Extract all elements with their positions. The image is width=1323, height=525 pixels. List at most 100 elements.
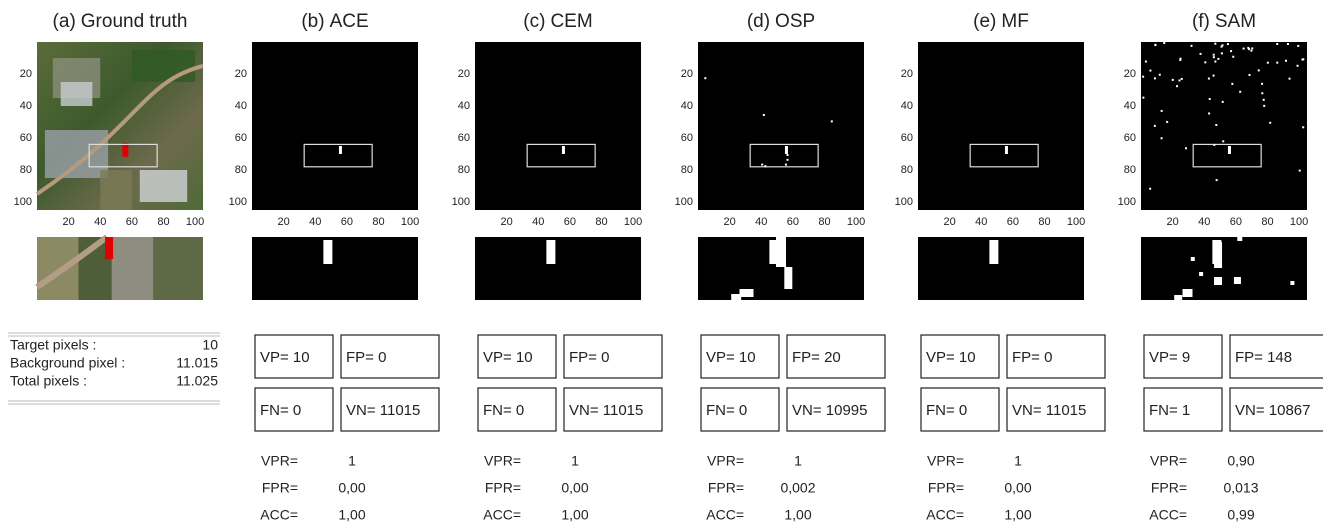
stat-label: Total pixels :: [10, 373, 87, 389]
matrix-value: FP= 0: [1012, 349, 1052, 366]
y-tick-label: 40: [901, 100, 913, 112]
x-tick-label: 80: [157, 216, 169, 228]
matrix-value: FN= 0: [483, 402, 524, 419]
y-tick-label: 20: [1124, 68, 1136, 80]
panel: (e)MF2040608010020406080100VP= 10FP= 0FN…: [895, 11, 1105, 523]
false-detection: [1208, 78, 1210, 80]
false-detection: [761, 164, 763, 166]
metric-name: ACC=: [1149, 507, 1187, 523]
metric-name: ACC=: [260, 507, 298, 523]
panel-name: CEM: [550, 11, 592, 32]
zoom-detection: [784, 267, 792, 289]
x-tick-label: 40: [532, 216, 544, 228]
panel: (f)SAM2040608010020406080100VP= 9FP= 148…: [1118, 11, 1323, 523]
panel-title: (d)OSP: [747, 11, 815, 32]
y-tick-label: 80: [681, 164, 693, 176]
x-tick-label: 100: [186, 216, 204, 228]
false-detection: [1149, 70, 1151, 72]
y-tick-label: 60: [235, 132, 247, 144]
metric-name: FPR=: [928, 480, 964, 496]
y-tick-label: 100: [452, 196, 470, 208]
matrix-value: VN= 10995: [792, 402, 867, 419]
land-patch: [132, 50, 195, 82]
false-detection: [1302, 58, 1304, 60]
false-detection: [1297, 45, 1299, 47]
false-detection: [1221, 46, 1223, 48]
y-tick-label: 80: [20, 164, 32, 176]
zoom-image: [918, 237, 1084, 300]
panel-name: Ground truth: [81, 11, 188, 32]
y-tick-label: 40: [458, 100, 470, 112]
figure: (a)Ground truth2040608010020406080100(b)…: [0, 0, 1323, 525]
y-tick-label: 60: [1124, 132, 1136, 144]
zoom-patch: [153, 237, 203, 300]
false-detection: [1249, 74, 1251, 76]
x-tick-label: 20: [500, 216, 512, 228]
false-detection: [1209, 98, 1211, 100]
false-detection: [1213, 75, 1215, 77]
metric-value: 1: [348, 453, 356, 469]
matrix-value: VN= 11015: [1012, 402, 1086, 419]
false-detection: [1261, 83, 1263, 85]
false-detection: [1213, 56, 1215, 58]
stat-value: 11.025: [176, 373, 218, 389]
stat-value: 10: [202, 337, 218, 353]
false-detection: [1221, 52, 1223, 54]
zoom-detection: [776, 237, 786, 267]
panel-title: (c)CEM: [523, 11, 592, 32]
false-detection: [1297, 65, 1299, 67]
page: (a)Ground truth2040608010020406080100(b)…: [0, 0, 1323, 525]
false-detection: [1267, 62, 1269, 64]
false-detection: [1217, 58, 1219, 60]
stat-label: Background pixel :: [10, 355, 125, 371]
metric-value: 1,00: [784, 507, 811, 523]
detected-target: [562, 146, 565, 154]
land-patch: [140, 170, 187, 202]
false-detection: [1243, 48, 1245, 50]
y-tick-label: 60: [20, 132, 32, 144]
detection-image: [475, 42, 641, 210]
false-detection: [1181, 78, 1183, 80]
false-detection: [1289, 78, 1291, 80]
zoom-target: [323, 240, 332, 264]
false-detection: [1302, 126, 1304, 128]
panel-label: (d): [747, 11, 770, 32]
metric-name: FPR=: [708, 480, 744, 496]
panel-title: (f)SAM: [1192, 11, 1256, 32]
metric-name: FPR=: [1151, 480, 1187, 496]
false-detection: [1163, 42, 1165, 44]
x-tick-label: 80: [1261, 216, 1273, 228]
x-tick-label: 60: [1007, 216, 1019, 228]
false-detection: [1154, 77, 1156, 79]
false-detection: [1180, 58, 1182, 60]
detection-image: [698, 42, 864, 210]
y-tick-label: 40: [235, 100, 247, 112]
y-tick-label: 100: [675, 196, 693, 208]
zoom-target: [989, 240, 998, 264]
false-detection: [787, 154, 789, 156]
false-detection: [1231, 83, 1233, 85]
x-tick-label: 20: [943, 216, 955, 228]
false-detection: [785, 164, 787, 166]
false-detection: [1276, 43, 1278, 45]
zoom-image: [475, 237, 641, 300]
y-tick-label: 20: [235, 68, 247, 80]
zoom-patch: [37, 237, 79, 300]
false-detection: [1208, 112, 1210, 114]
panel-label: (e): [973, 11, 996, 32]
false-detection: [1215, 124, 1217, 126]
x-tick-label: 60: [126, 216, 138, 228]
matrix-value: FP= 20: [792, 349, 841, 366]
panel-title: (e)MF: [973, 11, 1029, 32]
panel-label: (b): [301, 11, 324, 32]
false-detection: [1232, 56, 1234, 58]
x-tick-label: 40: [755, 216, 767, 228]
x-tick-label: 60: [1230, 216, 1242, 228]
x-tick-label: 100: [1067, 216, 1085, 228]
y-tick-label: 20: [681, 68, 693, 80]
zoom-patch: [112, 237, 154, 300]
false-detection: [1299, 170, 1301, 172]
zoom-detection: [1214, 242, 1222, 268]
